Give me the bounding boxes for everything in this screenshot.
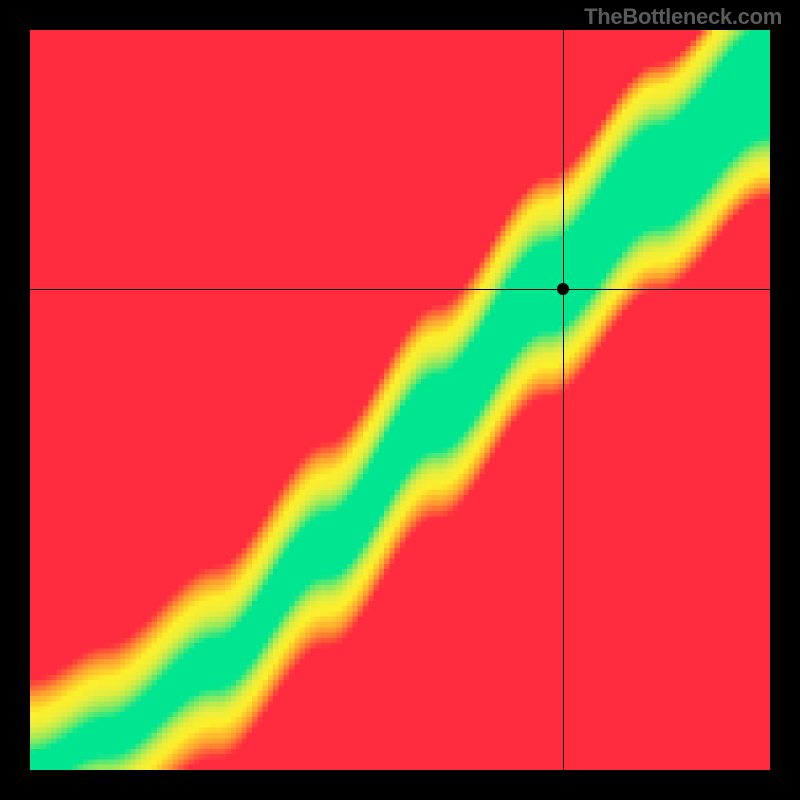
attribution-text: TheBottleneck.com bbox=[584, 4, 782, 30]
heatmap-canvas bbox=[30, 30, 770, 770]
figure-container: TheBottleneck.com bbox=[0, 0, 800, 800]
plot-area bbox=[30, 30, 770, 770]
crosshair-horizontal bbox=[30, 289, 770, 290]
crosshair-marker bbox=[557, 283, 569, 295]
crosshair-vertical bbox=[563, 30, 564, 770]
